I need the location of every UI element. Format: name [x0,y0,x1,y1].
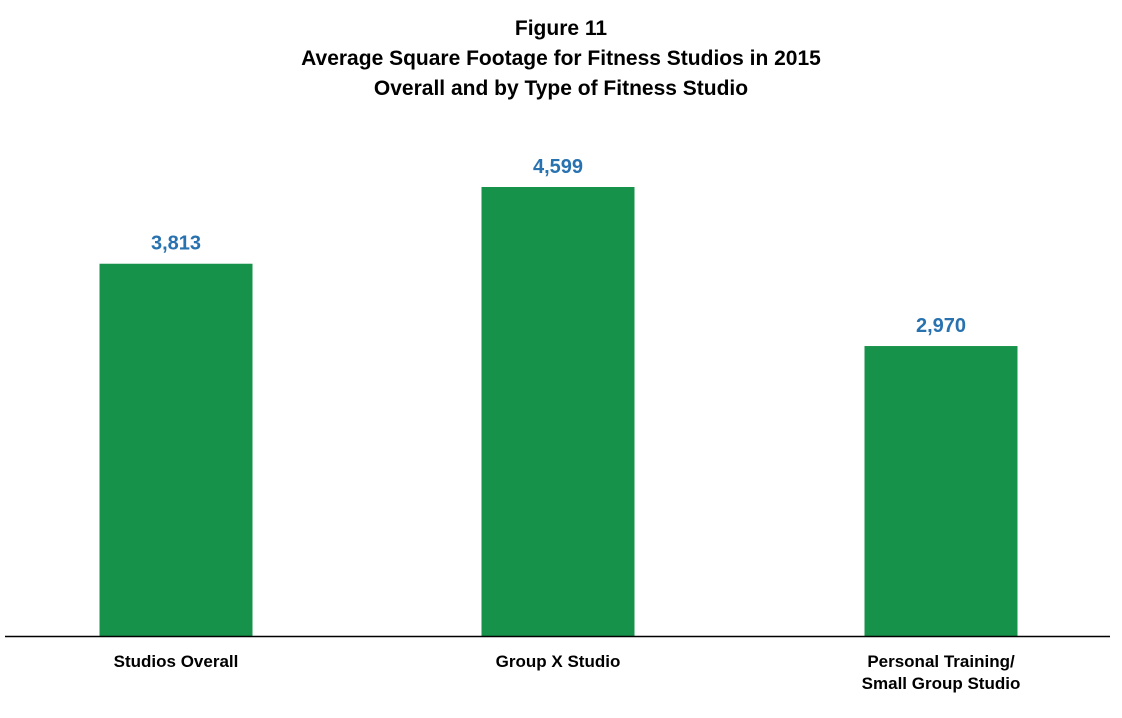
bar-2 [481,187,635,636]
category-label-1: Studios Overall [114,652,239,671]
category-label-2: Group X Studio [496,652,621,671]
bar-3 [864,346,1018,636]
bar-1 [99,263,253,636]
category-labels-group: Studios Overall Group X Studio Personal Tr… [114,652,1021,693]
value-label-2: 4,599 [533,156,583,178]
chart-subtitle-line-2: Overall and by Type of Fitness Studio [373,77,749,100]
category-label-3-line-1: Personal Training/ [867,652,1015,671]
value-label-1: 3,813 [151,233,201,255]
value-labels-group: 3,813 4,599 2,970 [151,156,966,337]
value-label-3: 2,970 [916,315,966,337]
chart-title-block: Figure 11 Average Square Footage for Fit… [0,14,1122,104]
bars-group [99,187,1018,636]
category-label-3-line-2: Small Group Studio [862,674,1021,693]
chart-title: Figure 11 [514,17,608,40]
chart-subtitle-line-1: Average Square Footage for Fitness Studi… [301,47,821,70]
